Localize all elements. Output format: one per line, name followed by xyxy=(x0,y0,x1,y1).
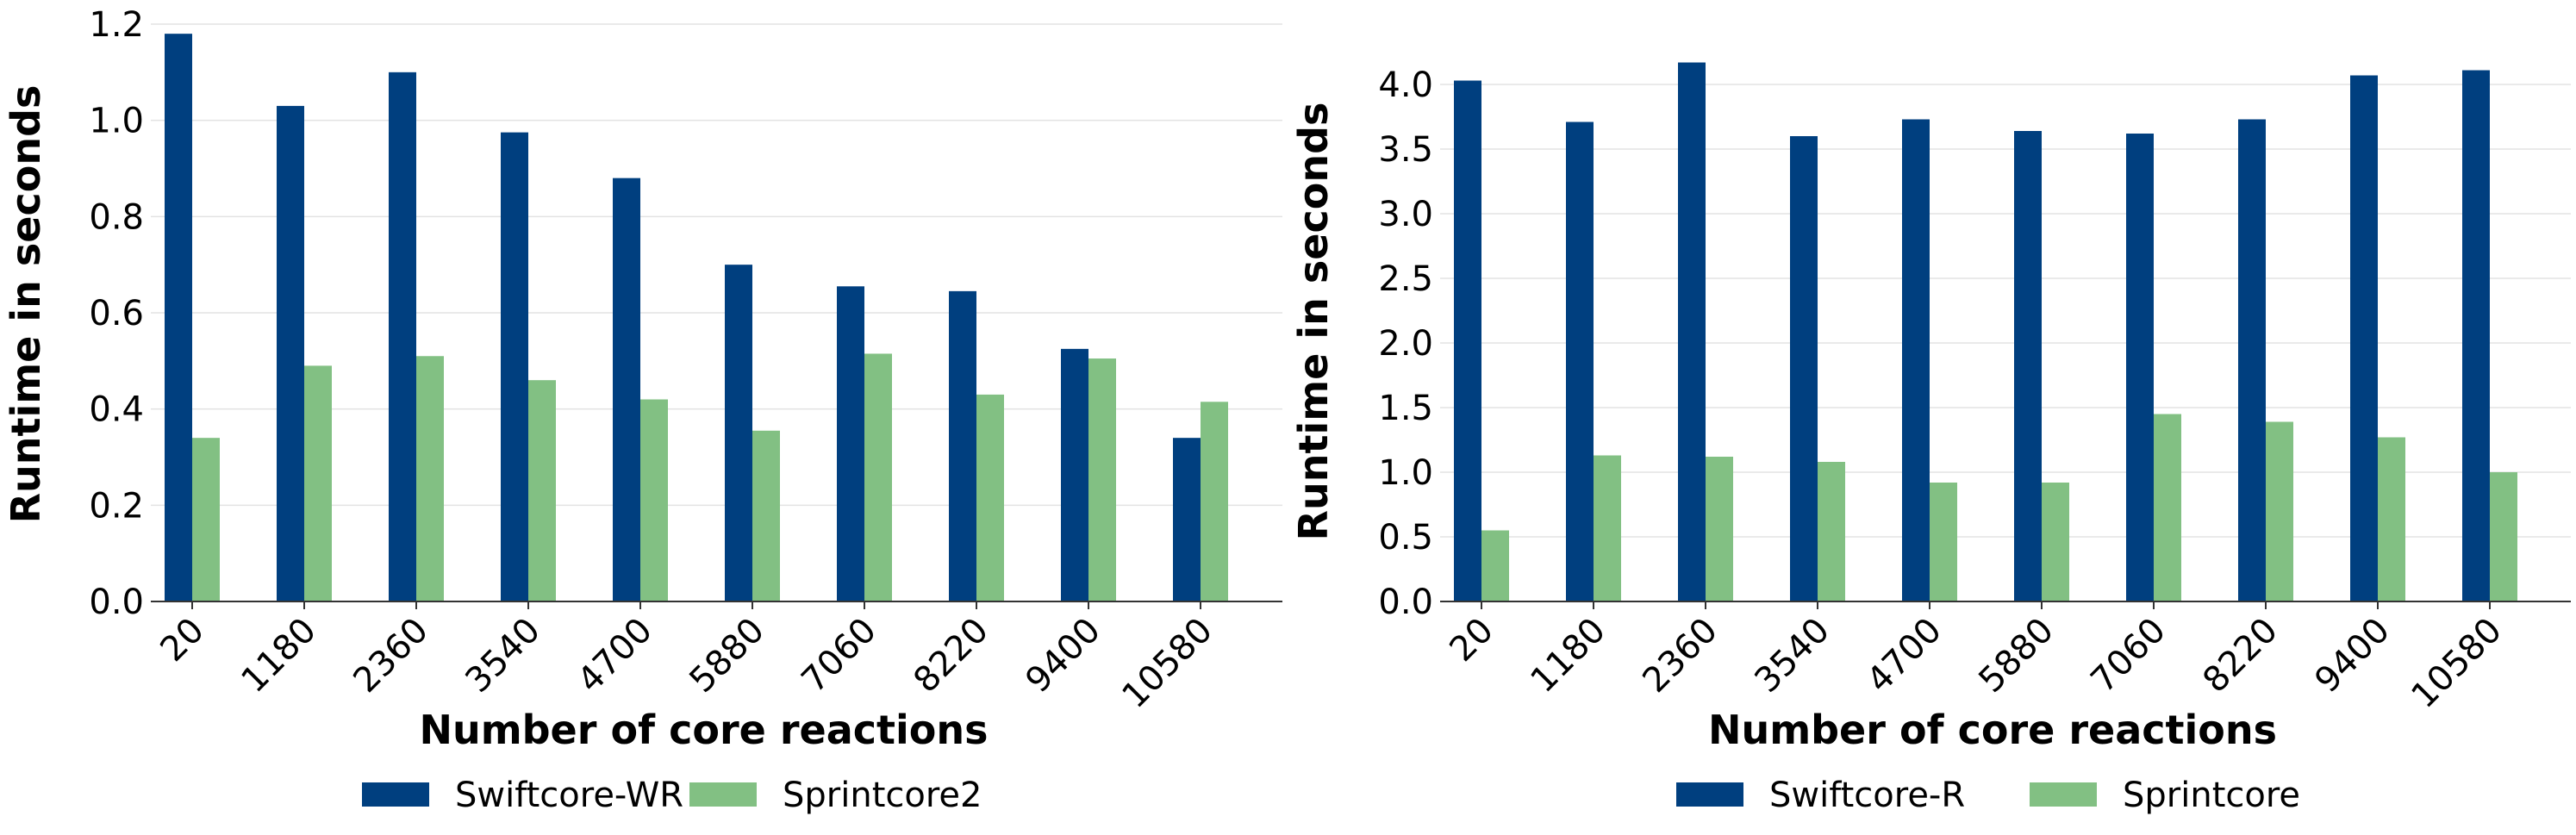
legend-label: Swiftcore-WR xyxy=(455,776,683,815)
x-tick-label: 8220 xyxy=(906,610,996,701)
bar-series2-8220 xyxy=(976,394,1004,601)
bar-series1-5880 xyxy=(2014,131,2042,601)
y-tick-label: 0.2 xyxy=(89,486,144,526)
bar-series1-3540 xyxy=(501,132,528,601)
y-axis-title: Runtime in seconds xyxy=(3,85,49,524)
bar-series1-8220 xyxy=(949,290,976,601)
legend-swatch xyxy=(2030,782,2097,807)
y-axis-title: Runtime in seconds xyxy=(1290,103,1337,541)
bar-series2-7060 xyxy=(2154,414,2181,601)
y-tick-label: 2.5 xyxy=(1378,259,1433,299)
y-tick-label: 0.5 xyxy=(1378,518,1433,558)
legend-label: Sprintcore2 xyxy=(783,776,982,815)
x-tick-label: 20 xyxy=(1442,610,1501,670)
left-chart-panel: 0.0 0.2 0.4 0.6 0.8 1.0 1.2 20 1180 2360 3540 4700 5… xyxy=(3,5,1282,815)
bar-series2-1180 xyxy=(1594,455,1621,601)
bar-series1-8220 xyxy=(2238,119,2266,601)
bar-series2-5880 xyxy=(752,430,780,601)
bar-series1-1180 xyxy=(1566,122,1594,601)
x-tick-label: 7060 xyxy=(794,610,884,701)
bar-series2-20 xyxy=(1481,530,1509,601)
bar-series1-1180 xyxy=(277,105,304,601)
x-axis-title: Number of core reactions xyxy=(1708,707,2277,753)
bar-series2-2360 xyxy=(1706,457,1733,601)
y-tick-label: 0.0 xyxy=(1378,583,1433,622)
bar-series1-2360 xyxy=(389,72,416,602)
y-tick-label: 0.6 xyxy=(89,294,144,333)
bar-series1-4700 xyxy=(1902,119,1930,601)
y-tick-label: 1.2 xyxy=(89,5,144,45)
bar-series1-7060 xyxy=(837,286,864,601)
right-chart-panel: 0.0 0.5 1.0 1.5 2.0 2.5 3.0 3.5 4.0 20 1180 2360 354… xyxy=(1290,62,2571,815)
bar-series1-9400 xyxy=(2350,75,2378,601)
y-tick-label: 0.4 xyxy=(89,390,144,430)
bar-series1-4700 xyxy=(613,178,640,601)
x-tick-label: 1180 xyxy=(1523,610,1613,701)
x-tick-label: 10580 xyxy=(1114,610,1220,716)
x-tick-label: 4700 xyxy=(1859,610,1949,701)
y-tick-label: 1.0 xyxy=(89,102,144,141)
x-tick-label: 20 xyxy=(153,610,212,670)
y-tick-label: 2.0 xyxy=(1378,324,1433,364)
bar-series2-3540 xyxy=(1818,462,1845,601)
x-tick-label: 7060 xyxy=(2083,610,2174,701)
bar-series2-8220 xyxy=(2266,421,2293,601)
legend-swatch xyxy=(689,782,757,807)
bar-series1-7060 xyxy=(2126,134,2154,601)
x-tick-label: 9400 xyxy=(1018,610,1108,701)
y-tick-label: 0.8 xyxy=(89,197,144,237)
y-tick-label: 3.5 xyxy=(1378,130,1433,170)
bar-series1-2360 xyxy=(1678,62,1706,601)
x-tick-label: 2360 xyxy=(1635,610,1725,701)
y-tick-label: 1.5 xyxy=(1378,389,1433,428)
y-tick-label: 1.0 xyxy=(1378,453,1433,493)
bar-series1-5880 xyxy=(725,265,752,601)
bar-series2-4700 xyxy=(1930,483,1957,601)
bar-series2-3540 xyxy=(528,380,556,601)
x-tick-label: 2360 xyxy=(346,610,436,701)
y-tick-label: 4.0 xyxy=(1378,65,1433,105)
bar-series1-10580 xyxy=(1173,438,1201,601)
x-axis-title: Number of core reactions xyxy=(419,707,988,753)
x-tick-label: 5880 xyxy=(1971,610,2061,701)
y-tick-label: 0.0 xyxy=(89,583,144,622)
bar-series1-9400 xyxy=(1061,348,1088,601)
bar-series2-5880 xyxy=(2042,483,2069,601)
bar-series1-20 xyxy=(1454,80,1481,601)
x-tick-label: 3540 xyxy=(458,610,548,701)
bar-series1-10580 xyxy=(2462,70,2490,601)
y-tick-label: 3.0 xyxy=(1378,195,1433,234)
x-tick-label: 1180 xyxy=(234,610,324,701)
bar-series2-10580 xyxy=(1201,402,1228,601)
x-tick-label: 8220 xyxy=(2195,610,2286,701)
bar-series2-20 xyxy=(192,438,220,601)
bar-series2-2360 xyxy=(416,356,444,601)
legend-label: Swiftcore-R xyxy=(1769,776,1965,815)
bar-series2-1180 xyxy=(304,365,332,601)
legend-swatch xyxy=(362,782,429,807)
x-tick-label: 9400 xyxy=(2307,610,2398,701)
legend-label: Sprintcore xyxy=(2123,776,2300,815)
bar-series1-3540 xyxy=(1790,136,1818,601)
x-tick-label: 5880 xyxy=(682,610,772,701)
bar-series2-9400 xyxy=(2378,437,2405,601)
x-tick-label: 4700 xyxy=(570,610,660,701)
bar-series2-10580 xyxy=(2490,472,2517,601)
bar-series2-7060 xyxy=(864,353,892,601)
legend-swatch xyxy=(1676,782,1743,807)
bar-series2-4700 xyxy=(640,399,668,601)
x-tick-label: 3540 xyxy=(1747,610,1837,701)
bar-series2-9400 xyxy=(1088,358,1116,601)
x-tick-label: 10580 xyxy=(2404,610,2510,716)
bar-series1-20 xyxy=(165,34,192,601)
